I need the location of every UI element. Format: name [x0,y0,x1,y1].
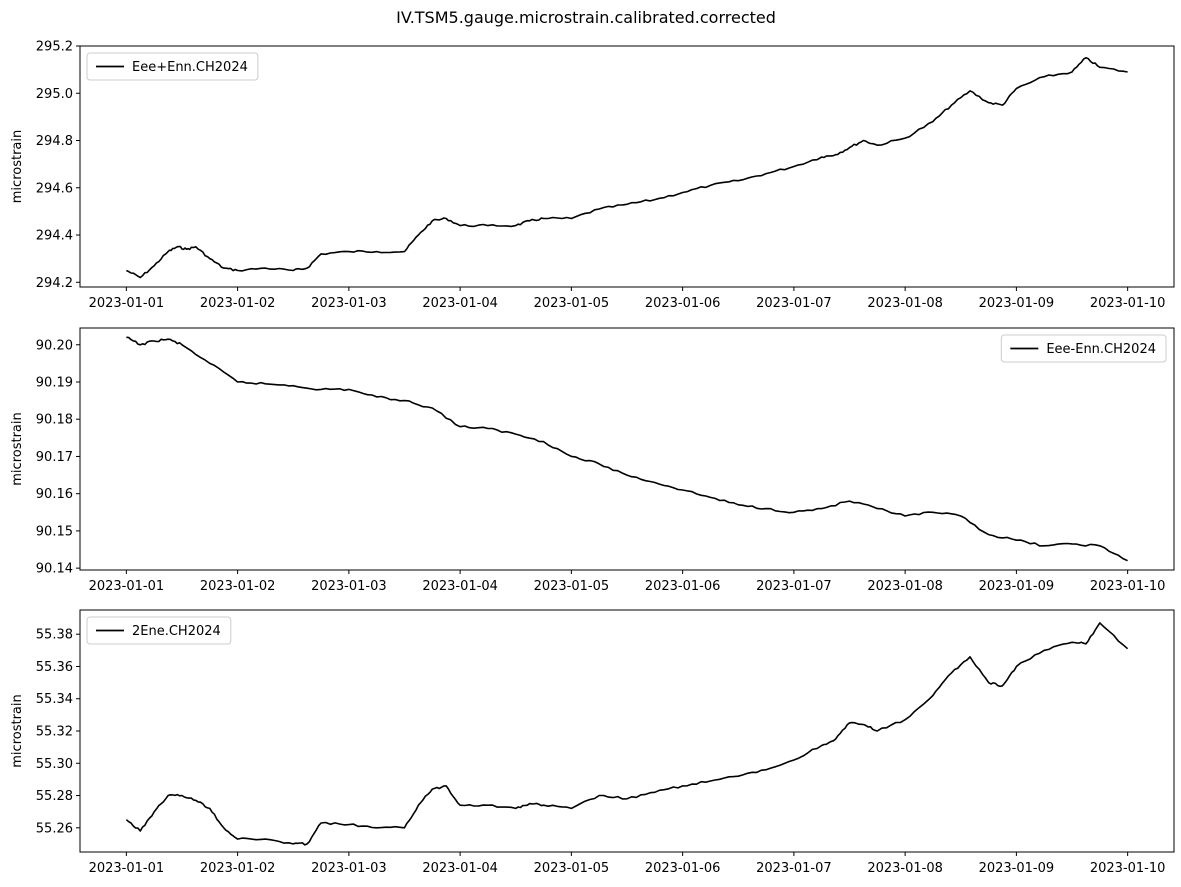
x-tick-label: 2023-01-09 [979,861,1055,876]
y-tick-label: 90.18 [36,413,73,428]
x-tick-label: 2023-01-07 [756,579,832,594]
legend-label: Eee+Enn.CH2024 [132,60,248,75]
x-tick-label: 2023-01-04 [422,861,498,876]
legend: Eee+Enn.CH2024 [86,52,259,81]
x-tick-label: 2023-01-02 [200,861,276,876]
legend: 2Ene.CH2024 [86,616,232,645]
x-tick-label: 2023-01-02 [200,579,276,594]
x-tick-label: 2023-01-09 [979,579,1055,594]
x-tick-label: 2023-01-06 [645,579,721,594]
legend-box [86,52,259,81]
plot-frame [79,327,1175,571]
y-tick-label: 90.20 [36,338,73,353]
x-tick-label: 2023-01-08 [867,861,943,876]
x-tick-label: 2023-01-03 [311,861,387,876]
y-axis-label: microstrain [10,412,25,485]
y-tick-label: 55.26 [36,821,73,836]
series-line [125,622,1129,846]
x-tick-label: 2023-01-07 [756,296,832,311]
x-tick-label: 2023-01-03 [311,296,387,311]
x-tick-label: 2023-01-08 [867,579,943,594]
legend-box [1000,334,1167,363]
legend-label: 2Ene.CH2024 [132,624,221,639]
x-tick-label: 2023-01-01 [89,861,165,876]
y-tick-label: 294.6 [36,181,73,196]
y-tick-label: 90.16 [36,487,73,502]
y-tick-label: 55.32 [36,725,73,740]
x-tick-label: 2023-01-04 [422,296,498,311]
legend-box [86,616,232,645]
x-tick-label: 2023-01-01 [89,296,165,311]
plot-frame [79,45,1175,288]
x-tick-label: 2023-01-10 [1090,296,1166,311]
series-line [126,57,1128,279]
y-tick-label: 90.14 [36,562,73,577]
y-tick-label: 55.28 [36,789,73,804]
panel-bottom: 55.26 55.28 55.30 55.32 55.34 55.36 55.38 2023-… [10,609,1175,876]
x-tick-label: 2023-01-07 [756,861,832,876]
x-tick-label: 2023-01-08 [867,296,943,311]
x-tick-label: 2023-01-10 [1090,861,1166,876]
y-axis-label: microstrain [10,694,25,767]
x-tick-label: 2023-01-09 [979,296,1055,311]
x-tick-label: 2023-01-10 [1090,579,1166,594]
x-tick-label: 2023-01-02 [200,296,276,311]
series-line [126,336,1128,562]
panel-middle: 90.14 90.15 90.16 90.17 90.18 90.19 90.20 2023-… [10,327,1175,594]
x-tick-label: 2023-01-04 [422,579,498,594]
x-tick-label: 2023-01-05 [534,861,610,876]
x-tick-label: 2023-01-05 [534,296,610,311]
x-tick-label: 2023-01-03 [311,579,387,594]
x-tick-label: 2023-01-06 [645,861,721,876]
legend: Eee-Enn.CH2024 [1000,334,1167,363]
figure-title: IV.TSM5.gauge.microstrain.calibrated.cor… [396,8,776,27]
y-axis-label: microstrain [10,130,25,203]
y-tick-label: 294.4 [36,229,73,244]
x-tick-label: 2023-01-05 [534,579,610,594]
y-tick-label: 295.0 [36,87,73,102]
y-tick-label: 55.38 [36,628,73,643]
legend-label: Eee-Enn.CH2024 [1046,342,1156,357]
y-tick-label: 90.15 [36,524,73,539]
y-tick-label: 295.2 [36,40,73,55]
y-tick-label: 55.36 [36,660,73,675]
y-tick-label: 55.34 [36,692,73,707]
y-tick-label: 294.2 [36,276,73,291]
y-tick-label: 55.30 [36,757,73,772]
panel-top: 294.2 294.4 294.6 294.8 295.0 295.2 2023-01-01… [10,40,1175,311]
plot-frame [79,609,1175,853]
y-tick-label: 294.8 [36,134,73,149]
x-tick-label: 2023-01-06 [645,296,721,311]
x-tick-label: 2023-01-01 [89,579,165,594]
y-tick-label: 90.17 [36,450,73,465]
y-tick-label: 90.19 [36,375,73,390]
